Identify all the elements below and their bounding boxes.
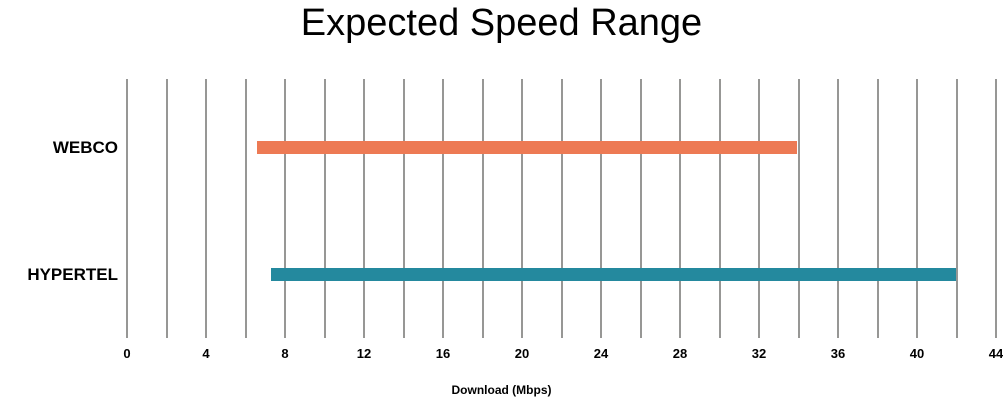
x-tick-label: 20 <box>514 346 530 361</box>
x-axis-tick-labels: 0 4 8 12 16 20 24 28 32 36 40 44 <box>0 346 1003 366</box>
gridline <box>837 79 839 338</box>
gridline <box>639 79 642 338</box>
x-tick-label: 32 <box>751 346 767 361</box>
bar-webco <box>257 141 797 154</box>
gridline <box>758 79 760 338</box>
x-tick-label: 40 <box>909 346 925 361</box>
gridline <box>521 79 523 338</box>
x-tick-label: 16 <box>435 346 451 361</box>
gridline <box>679 79 681 338</box>
gridline <box>126 79 128 338</box>
x-axis-title: Download (Mbps) <box>451 383 552 397</box>
gridline <box>165 79 168 338</box>
gridline <box>995 79 997 338</box>
x-tick-label: 8 <box>281 346 289 361</box>
gridline <box>244 79 247 338</box>
y-axis-label-hypertel: HYPERTEL <box>27 264 118 284</box>
x-tick-label: 36 <box>830 346 846 361</box>
gridline <box>600 79 602 338</box>
gridline <box>797 79 800 338</box>
x-tick-label: 4 <box>202 346 210 361</box>
bar-hypertel <box>271 268 957 281</box>
gridline <box>323 79 326 338</box>
y-axis-label-webco: WEBCO <box>52 137 118 157</box>
gridline <box>284 79 286 338</box>
gridline <box>363 79 365 338</box>
gridline <box>876 79 879 338</box>
gridline <box>718 79 721 338</box>
chart-title: Expected Speed Range <box>300 2 703 44</box>
gridline <box>205 79 207 338</box>
gridline <box>955 79 958 338</box>
gridline <box>916 79 918 338</box>
gridline <box>402 79 405 338</box>
gridline <box>560 79 563 338</box>
gridline <box>481 79 484 338</box>
x-tick-label: 12 <box>356 346 372 361</box>
x-tick-label: 28 <box>672 346 688 361</box>
x-tick-label: 0 <box>123 346 131 361</box>
y-axis-category-labels: WEBCO HYPERTEL <box>0 79 118 338</box>
gridline <box>442 79 444 338</box>
x-tick-label: 44 <box>988 346 1003 361</box>
plot-area <box>126 79 997 338</box>
x-tick-label: 24 <box>593 346 609 361</box>
